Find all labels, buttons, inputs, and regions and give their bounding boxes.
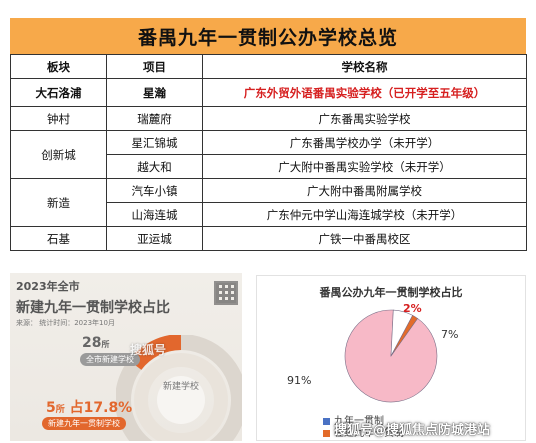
table-title: 番禺九年一贯制公办学校总览 bbox=[10, 18, 526, 54]
infographic-title: 新建九年一贯制学校占比 bbox=[16, 300, 170, 316]
table-row: 越大和 广大附中番禺实验学校（未开学） bbox=[11, 154, 527, 179]
cell-block: 大石洛浦 bbox=[10, 78, 107, 107]
cell-block: 创新城 bbox=[10, 130, 107, 179]
new-schools-value: 5所 占17.8% bbox=[46, 400, 133, 416]
slice-label-2: 2% bbox=[403, 302, 422, 315]
infographic-watermark: 搜狐号 bbox=[130, 343, 167, 357]
cell-block: 钟村 bbox=[10, 106, 107, 131]
legend-item: 在建九年一贯制 bbox=[323, 428, 404, 440]
cell-project: 山海连城 bbox=[106, 202, 203, 227]
cell-project: 亚运城 bbox=[106, 226, 203, 251]
new-schools-label: 新建九年一贯制学校 bbox=[42, 417, 126, 430]
cell-project: 瑞麓府 bbox=[106, 106, 203, 131]
infographic-year: 2023年全市 bbox=[16, 280, 80, 293]
table-row: 创新城 星汇锦城 广东番禺学校办学（未开学） bbox=[10, 130, 527, 179]
chart-title: 番禺公办九年一贯制学校占比 bbox=[319, 286, 463, 299]
header-school: 学校名称 bbox=[202, 54, 527, 79]
legend-item: 九年一贯制 bbox=[323, 416, 404, 428]
schools-table: 板块 项目 学校名称 大石洛浦 星瀚 广东外贸外语番禺实验学校（已开学至五年级）… bbox=[10, 54, 527, 251]
cell-project: 越大和 bbox=[106, 154, 203, 179]
cell-school: 广东番禺实验学校 bbox=[202, 106, 527, 131]
header-project: 项目 bbox=[106, 54, 203, 79]
pie-slice-2 bbox=[390, 315, 418, 357]
total-schools-label: 全市新建学校 bbox=[80, 353, 140, 366]
cell-project: 汽车小镇 bbox=[106, 178, 203, 203]
header-block: 板块 bbox=[10, 54, 107, 79]
cell-school: 广东番禺学校办学（未开学） bbox=[202, 130, 527, 155]
cell-project: 星瀚 bbox=[106, 78, 203, 107]
cell-school: 广铁一中番禺校区 bbox=[202, 226, 527, 251]
table-header-row: 板块 项目 学校名称 bbox=[10, 54, 527, 79]
slice-label-91: 91% bbox=[287, 374, 312, 387]
table-row: 大石洛浦 星瀚 广东外贸外语番禺实验学校（已开学至五年级） bbox=[10, 78, 527, 107]
slice-label-7: 7% bbox=[441, 328, 459, 341]
qr-code-icon bbox=[214, 281, 238, 305]
table-row: 石基 亚运城 广铁一中番禺校区 bbox=[10, 226, 527, 251]
chart-legend: 九年一贯制 在建九年一贯制 bbox=[323, 416, 404, 440]
pie-chart-panel: 番禺公办九年一贯制学校占比 91% 7% 2% 九年一贯制 在建九年一贯制 bbox=[256, 275, 526, 441]
table-row: 钟村 瑞麓府 广东番禺实验学校 bbox=[10, 106, 527, 131]
infographic-subtitle: 来源： 统计时间：2023年10月 bbox=[16, 319, 115, 327]
total-schools-value: 28所 bbox=[82, 335, 110, 351]
table-row: 山海连城 广东仲元中学山海连城学校（未开学） bbox=[11, 202, 527, 227]
new-schools-infographic: 2023年全市 新建九年一贯制学校占比 来源： 统计时间：2023年10月 新建… bbox=[10, 273, 242, 441]
donut-center-label: 新建学校 bbox=[162, 382, 199, 392]
table-row: 新造 汽车小镇 广大附中番禺附属学校 bbox=[10, 178, 527, 227]
cell-project: 星汇锦城 bbox=[106, 130, 203, 155]
pie-chart bbox=[344, 309, 438, 403]
sohu-watermark: 搜狐号@搜狐焦点防城港站 bbox=[334, 423, 491, 438]
cell-school: 广大附中番禺附属学校 bbox=[202, 178, 527, 203]
cell-school: 广东外贸外语番禺实验学校（已开学至五年级） bbox=[202, 78, 527, 107]
cell-school: 广东仲元中学山海连城学校（未开学） bbox=[202, 202, 527, 227]
cell-block: 新造 bbox=[10, 178, 107, 227]
cell-block: 石基 bbox=[10, 226, 107, 251]
cell-school: 广大附中番禺实验学校（未开学） bbox=[202, 154, 527, 179]
